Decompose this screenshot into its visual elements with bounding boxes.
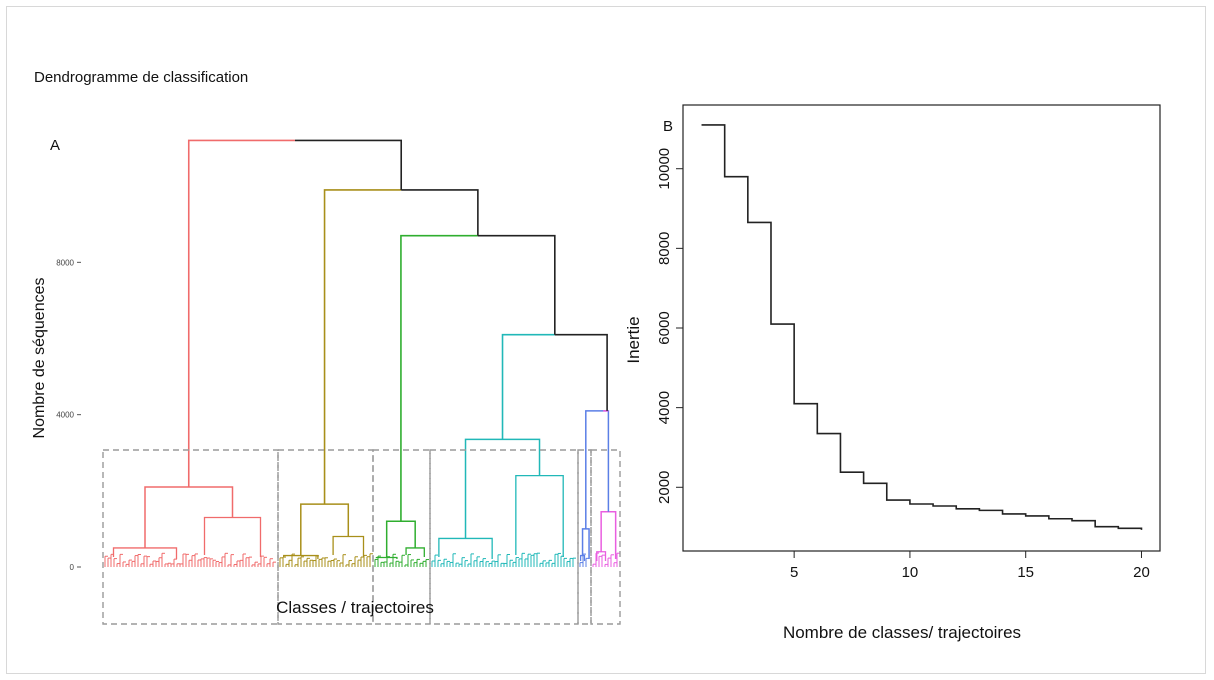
merge-link [401, 189, 479, 236]
cluster-5 [579, 528, 590, 567]
y-tick-label: 2000 [656, 471, 673, 504]
merge-links [187, 139, 610, 529]
figure-frame [6, 6, 1206, 674]
class-box [102, 449, 279, 625]
y-tick-label: 10000 [656, 148, 673, 190]
class-box [372, 449, 431, 625]
cluster-6 [592, 511, 620, 567]
x-tick-label: 10 [902, 564, 919, 581]
merge-link [323, 189, 402, 505]
y-tick-label: 8000 [56, 258, 74, 267]
y-axis-label: Nombre de séquences [31, 278, 48, 439]
dendrogram-panel: 0 4000 8000 Nombre de séquences Classes / tr… [31, 139, 621, 625]
x-tick-label: 15 [1017, 564, 1034, 581]
cluster-3 [374, 520, 429, 567]
x-tick-label: 5 [790, 564, 798, 581]
class-box [590, 449, 621, 625]
class-box [577, 449, 592, 625]
sub-branch [405, 547, 425, 557]
panel-b-label: B [663, 118, 673, 135]
merge-link [585, 410, 610, 529]
merge-link [400, 234, 478, 522]
cluster-1 [104, 486, 276, 567]
cluster-join [300, 503, 350, 556]
sub-branch [203, 516, 262, 557]
cluster-join [385, 520, 416, 558]
merge-link [501, 333, 555, 440]
x-tick-label: 20 [1133, 564, 1150, 581]
y-tick-label: 0 [70, 563, 75, 572]
merge-link [477, 234, 556, 335]
x-axis-label: Nombre de classes/ trajectoires [783, 623, 1021, 642]
cluster-4 [431, 438, 576, 567]
y-tick-label: 4000 [656, 391, 673, 424]
sub-branch [332, 535, 365, 557]
plot-box [682, 104, 1161, 552]
x-axis-label: Classes / trajectoires [276, 598, 434, 617]
y-tick-label: 8000 [656, 232, 673, 265]
sub-branch [596, 551, 607, 561]
cluster-2 [279, 503, 373, 567]
sub-branch [515, 474, 564, 557]
cluster-join [581, 528, 590, 559]
sub-branch [438, 537, 493, 559]
inertia-step-line [701, 124, 1143, 530]
merge-link [294, 139, 403, 190]
y-tick-label: 4000 [56, 411, 74, 420]
panel-a-label: A [50, 137, 60, 154]
y-axis-label: Inertie [624, 316, 643, 363]
figure-title: Dendrogramme de classification [34, 69, 248, 86]
merge-link [554, 333, 608, 411]
y-tick-label: 6000 [656, 311, 673, 344]
cluster-join [464, 438, 541, 539]
inertia-step-panel: 5 10 15 20 2000 4000 6000 8000 10000 Nombre de cl… [624, 104, 1161, 642]
merge-link [187, 139, 295, 488]
sub-branch [112, 547, 178, 559]
class-box [429, 449, 579, 625]
